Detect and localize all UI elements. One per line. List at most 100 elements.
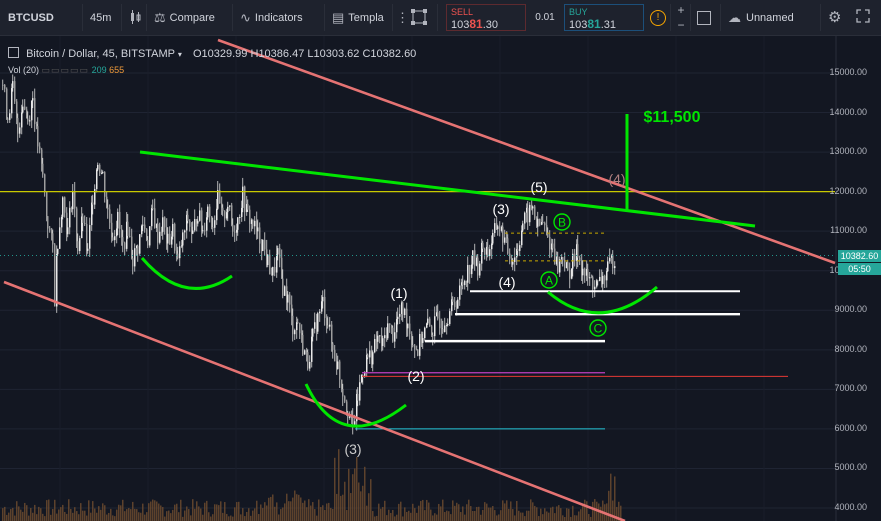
volume-bar — [42, 513, 44, 521]
volume-bar — [254, 508, 256, 521]
candle-body — [41, 149, 43, 164]
volume-bar — [146, 512, 148, 521]
volume-bar — [564, 516, 566, 521]
volume-bar — [196, 501, 198, 521]
volume-settings-icons[interactable]: ▭▭▭▭▭ — [41, 65, 90, 75]
volume-label[interactable]: Vol (20) — [8, 65, 40, 75]
volume-bar — [290, 501, 292, 521]
volume-bar — [304, 500, 306, 521]
info-button[interactable]: ! — [650, 0, 666, 35]
volume-bar — [176, 503, 178, 521]
candle-body — [422, 338, 424, 343]
volume-bar — [490, 507, 492, 521]
volume-bar — [164, 516, 166, 521]
sell-button[interactable]: SELL 10381.30 — [446, 4, 526, 31]
volume-bar — [234, 507, 236, 521]
candle-body — [102, 172, 104, 174]
symbol-search[interactable]: BTCUSD — [8, 0, 54, 35]
candle-body — [254, 220, 256, 227]
candle-body — [282, 278, 284, 296]
candle-body — [586, 268, 588, 276]
interval-button[interactable]: 45m — [90, 0, 111, 35]
volume-bar — [340, 495, 342, 521]
volume-bar — [56, 513, 58, 521]
volume-bar — [484, 502, 486, 521]
candle-body — [176, 250, 178, 254]
zoom-out-icon[interactable]: − — [677, 18, 685, 32]
volume-bar — [214, 504, 216, 521]
zoom-in-icon[interactable]: + — [677, 3, 685, 17]
volume-bar — [578, 511, 580, 521]
volume-bar — [152, 499, 154, 521]
volume-bar — [274, 506, 276, 521]
settings-button[interactable]: ⚙ — [828, 0, 841, 35]
candle-body — [507, 238, 509, 254]
candle-body — [216, 208, 218, 221]
volume-bar — [262, 508, 264, 521]
fullscreen-button[interactable] — [856, 0, 870, 35]
volume-bar — [26, 505, 28, 521]
volume-bar — [538, 516, 540, 521]
candle-body — [516, 249, 518, 258]
volume-bar — [288, 501, 290, 521]
dropdown-icon[interactable]: ▾ — [177, 50, 182, 59]
save-layout-button[interactable]: ☁ Unnamed — [728, 0, 794, 35]
layout-square-button[interactable] — [697, 0, 711, 35]
collapse-icon[interactable] — [8, 47, 19, 58]
candle-body — [364, 372, 366, 376]
volume-bar — [476, 506, 478, 521]
high-value: 10386.47 — [258, 48, 305, 60]
volume-bar — [376, 515, 378, 521]
volume-bar — [100, 509, 102, 521]
candle-body — [61, 216, 63, 228]
candle-body — [159, 231, 161, 243]
green-arc — [304, 383, 407, 428]
candle-body — [184, 230, 186, 233]
candle-body — [119, 211, 121, 229]
volume-bar — [216, 504, 218, 521]
templates-button[interactable]: ▤ Templa — [332, 0, 384, 35]
candle-body — [349, 416, 351, 418]
volume-bar — [54, 499, 56, 521]
volume-bar — [102, 503, 104, 521]
wave-3-low-label: (3) — [344, 441, 361, 457]
volume-bar — [552, 506, 554, 521]
volume-bar — [258, 514, 260, 521]
volume-bar — [472, 510, 474, 521]
candle-body — [114, 236, 116, 241]
volume-bar — [416, 512, 418, 521]
candle-body — [592, 277, 594, 290]
candle-body — [461, 282, 463, 286]
price-chart[interactable]: $11,500 (1) (2) (3) (3) (4) (5) (4) B A C — [0, 36, 881, 521]
candle-body — [104, 172, 106, 197]
candle-body — [387, 323, 389, 339]
candle-body — [242, 186, 244, 208]
volume-bar — [138, 512, 140, 521]
candle-body — [371, 350, 373, 365]
candle-body — [26, 109, 28, 119]
info-icon: ! — [650, 9, 666, 26]
candle-body — [212, 227, 214, 229]
candle-body — [321, 301, 323, 312]
buy-button[interactable]: BUY 10381.31 — [564, 4, 644, 31]
chart-type-button[interactable] — [129, 0, 141, 35]
candle-body — [611, 255, 613, 258]
legend-title[interactable]: Bitcoin / Dollar, 45, BITSTAMP — [26, 48, 175, 60]
compare-button[interactable]: ⚖ Compare — [154, 0, 215, 35]
layout-name: Unnamed — [746, 11, 794, 24]
volume-bar — [562, 515, 564, 521]
volume-bar — [40, 508, 42, 521]
divider — [437, 4, 438, 31]
volume-bar — [608, 490, 610, 521]
indicators-button[interactable]: ∿ Indicators — [240, 0, 303, 35]
fullscreen-select-button[interactable] — [410, 0, 428, 35]
volume-bar — [156, 501, 158, 521]
volume-bar — [66, 513, 68, 521]
candle-body — [192, 230, 194, 234]
candle-body — [6, 88, 8, 119]
volume-bar — [324, 509, 326, 521]
candle-body — [499, 226, 501, 231]
volume-bar — [364, 466, 366, 521]
more-button[interactable]: ⋮ — [396, 0, 409, 35]
volume-bar — [380, 508, 382, 521]
